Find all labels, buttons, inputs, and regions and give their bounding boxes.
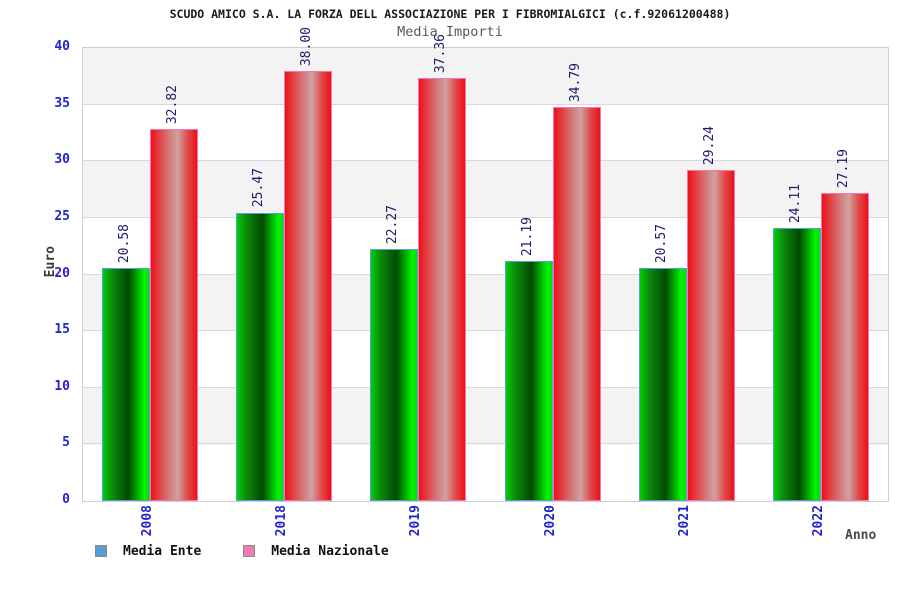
legend-item-media-ente: Media Ente [95, 544, 201, 559]
y-tick-label-35: 35 [54, 95, 70, 111]
bar-value-label-media-nazionale-2020: 34.79 [567, 62, 583, 103]
bar-media-nazionale-2021 [686, 169, 735, 501]
y-tick-label-5: 5 [62, 435, 70, 451]
bar-media-ente-2019 [370, 248, 419, 501]
bar-value-label-media-nazionale-2019: 37.36 [433, 33, 449, 73]
gridline-5 [83, 443, 888, 445]
gridline-20 [83, 273, 888, 275]
bar-media-ente-2018 [236, 212, 285, 501]
bar-value-label-media-nazionale-2021: 29.24 [701, 125, 717, 165]
x-tick-label-2020: 2020 [542, 505, 558, 537]
y-tick-label-15: 15 [54, 322, 70, 338]
y-tick-label-10: 10 [54, 378, 70, 394]
x-axis-title: Anno [845, 528, 877, 543]
bar-value-label-media-nazionale-2022: 27.19 [835, 148, 851, 189]
bar-media-nazionale-2022 [820, 193, 869, 501]
x-tick-label-2008: 2008 [140, 505, 156, 537]
legend-swatch-media-nazionale-icon [243, 545, 256, 557]
bar-value-label-media-ente-2021: 20.57 [653, 223, 669, 264]
y-tick-label-30: 30 [54, 152, 70, 168]
x-tick-label-2019: 2019 [408, 505, 424, 537]
gridline-10 [83, 386, 888, 388]
chart-subtitle: Media Importi [397, 24, 503, 40]
gridline-35 [83, 103, 888, 105]
bar-media-ente-2008 [102, 267, 151, 501]
y-tick-label-40: 40 [54, 39, 70, 54]
legend-label-media-ente: Media Ente [123, 543, 202, 559]
bar-media-nazionale-2018 [284, 70, 333, 501]
gridline-15 [83, 330, 888, 332]
bar-media-nazionale-2008 [150, 129, 199, 501]
gridline-30 [83, 160, 888, 162]
y-tick-label-25: 25 [54, 208, 70, 224]
bar-value-label-media-ente-2022: 24.11 [787, 183, 803, 223]
y-tick-label-0: 0 [62, 492, 70, 507]
x-tick-label-2021: 2021 [676, 505, 692, 537]
x-tick-label-2022: 2022 [810, 505, 826, 537]
chart-title: SCUDO AMICO S.A. LA FORZA DELL ASSOCIAZI… [169, 7, 731, 21]
bar-media-ente-2020 [504, 261, 553, 501]
legend-item-media-nazionale: Media Nazionale [243, 543, 389, 559]
bar-value-label-media-ente-2008: 20.58 [117, 223, 133, 263]
legend-label-media-nazionale: Media Nazionale [271, 543, 389, 559]
legend: Media Ente Media Nazionale [95, 543, 389, 559]
bar-media-nazionale-2019 [418, 77, 467, 501]
legend-swatch-media-ente-icon [95, 545, 107, 557]
bar-value-label-media-ente-2019: 22.27 [385, 204, 401, 244]
plot-area: 20.58 32.82 25.47 38.00 22.27 37.36 21.19 34.79… [82, 27, 889, 502]
gridline-25 [83, 216, 888, 218]
bar-value-label-media-ente-2020: 21.19 [519, 216, 535, 257]
bar-value-label-media-nazionale-2018: 38.00 [299, 26, 315, 66]
bar-value-label-media-nazionale-2008: 32.82 [165, 85, 181, 125]
x-tick-label-2018: 2018 [274, 505, 290, 537]
bar-media-nazionale-2020 [552, 107, 601, 501]
bar-value-label-media-ente-2018: 25.47 [251, 168, 267, 208]
bar-media-ente-2021 [638, 268, 687, 501]
y-tick-label-20: 20 [54, 265, 70, 281]
bar-media-ente-2022 [772, 227, 821, 501]
